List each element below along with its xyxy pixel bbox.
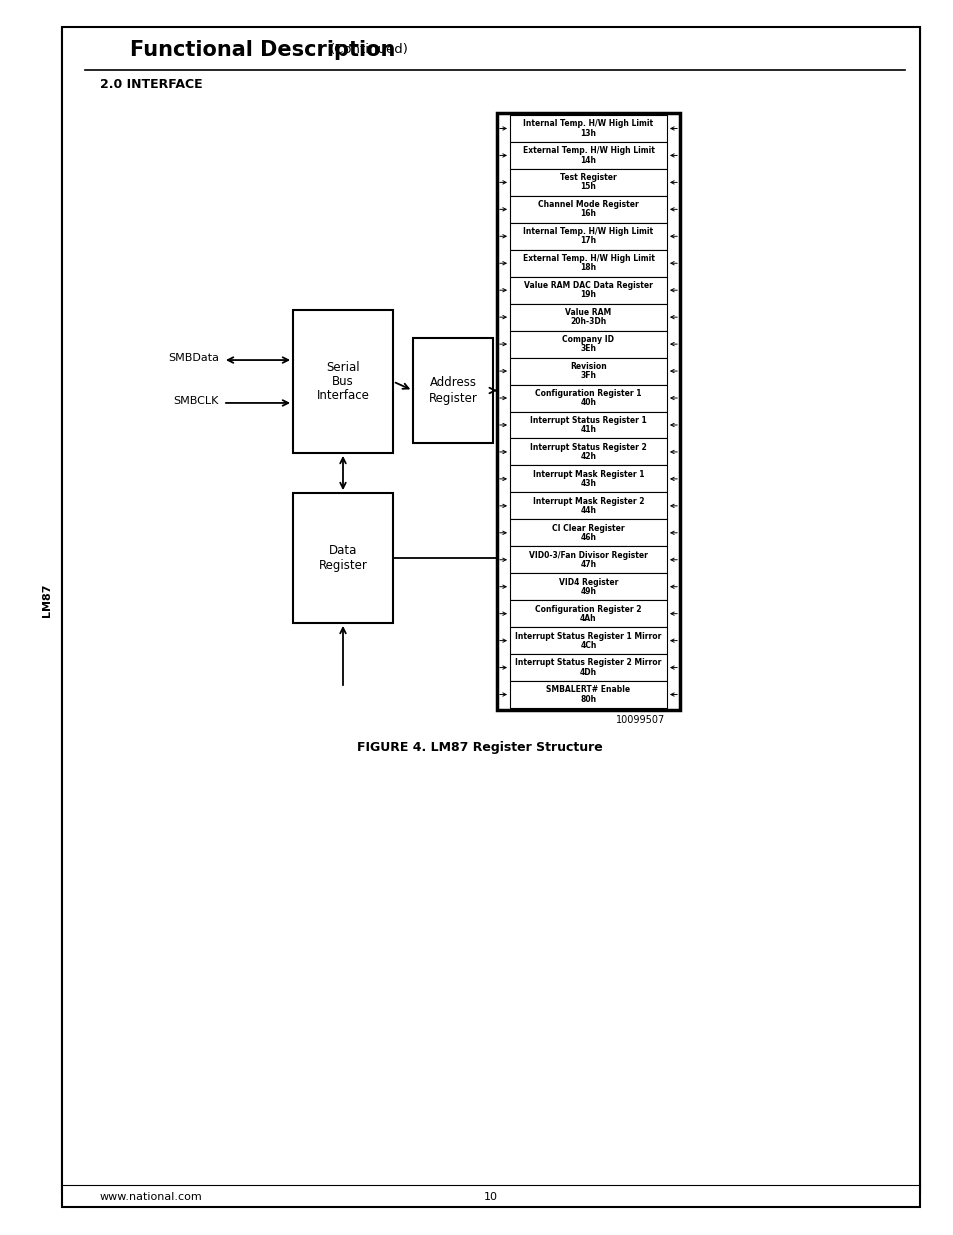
- Bar: [510, 573, 666, 600]
- Text: 47h: 47h: [579, 559, 596, 569]
- Text: 14h: 14h: [579, 156, 596, 164]
- Text: Configuration Register 2: Configuration Register 2: [535, 605, 641, 614]
- Bar: [510, 304, 666, 331]
- Bar: [510, 222, 666, 249]
- Text: 4Dh: 4Dh: [579, 668, 597, 677]
- Bar: [510, 546, 666, 573]
- Text: Configuration Register 1: Configuration Register 1: [535, 389, 641, 398]
- Bar: [510, 277, 666, 304]
- Bar: [510, 142, 666, 169]
- Text: 10099507: 10099507: [615, 715, 664, 725]
- Text: 15h: 15h: [580, 183, 596, 191]
- Text: 4Ch: 4Ch: [579, 641, 596, 650]
- Text: Bus: Bus: [332, 375, 354, 388]
- Text: 42h: 42h: [579, 452, 596, 461]
- Text: 44h: 44h: [579, 506, 596, 515]
- Text: Test Register: Test Register: [559, 173, 617, 183]
- Bar: [510, 115, 666, 142]
- Text: VID4 Register: VID4 Register: [558, 578, 618, 587]
- Text: Register: Register: [318, 559, 367, 573]
- Bar: [497, 112, 679, 710]
- Bar: [510, 358, 666, 384]
- Text: 49h: 49h: [579, 587, 596, 595]
- Text: 4Ah: 4Ah: [579, 614, 597, 622]
- Bar: [293, 493, 393, 622]
- Text: SMBALERT# Enable: SMBALERT# Enable: [546, 685, 630, 694]
- Text: 80h: 80h: [579, 694, 596, 704]
- Text: External Temp. H/W High Limit: External Temp. H/W High Limit: [522, 254, 654, 263]
- Text: 10: 10: [483, 1192, 497, 1202]
- Text: 40h: 40h: [579, 398, 596, 408]
- Text: Interrupt Status Register 1: Interrupt Status Register 1: [530, 416, 646, 425]
- Bar: [62, 28, 919, 1193]
- Text: 20h-3Dh: 20h-3Dh: [570, 317, 606, 326]
- Bar: [62, 27, 919, 1207]
- Text: 17h: 17h: [579, 236, 596, 246]
- Text: 3Fh: 3Fh: [579, 372, 596, 380]
- Text: LM87: LM87: [42, 583, 52, 616]
- Text: External Temp. H/W High Limit: External Temp. H/W High Limit: [522, 147, 654, 156]
- Text: Revision: Revision: [570, 362, 606, 370]
- Text: Serial: Serial: [326, 361, 359, 374]
- Text: Channel Mode Register: Channel Mode Register: [537, 200, 639, 209]
- Text: CI Clear Register: CI Clear Register: [552, 524, 624, 532]
- Bar: [510, 627, 666, 655]
- Text: Register: Register: [428, 391, 476, 405]
- Text: SMBData: SMBData: [168, 353, 219, 363]
- Text: Interrupt Mask Register 1: Interrupt Mask Register 1: [532, 469, 643, 479]
- Text: 2.0 INTERFACE: 2.0 INTERFACE: [100, 79, 202, 91]
- Text: VID0-3/Fan Divisor Register: VID0-3/Fan Divisor Register: [529, 551, 647, 559]
- Text: 16h: 16h: [579, 210, 596, 219]
- Bar: [510, 466, 666, 493]
- Bar: [510, 249, 666, 277]
- Text: Interface: Interface: [316, 389, 369, 403]
- Bar: [510, 493, 666, 520]
- Text: Value RAM DAC Data Register: Value RAM DAC Data Register: [523, 282, 652, 290]
- Text: 3Eh: 3Eh: [579, 345, 596, 353]
- Text: Value RAM: Value RAM: [565, 308, 611, 317]
- Text: www.national.com: www.national.com: [100, 1192, 203, 1202]
- Bar: [510, 411, 666, 438]
- Bar: [510, 600, 666, 627]
- Bar: [413, 338, 493, 443]
- Text: 43h: 43h: [579, 479, 596, 488]
- Text: Interrupt Status Register 2: Interrupt Status Register 2: [530, 443, 646, 452]
- Text: 18h: 18h: [579, 263, 596, 273]
- Text: Interrupt Mask Register 2: Interrupt Mask Register 2: [532, 496, 643, 506]
- Text: 46h: 46h: [579, 532, 596, 542]
- Text: FIGURE 4. LM87 Register Structure: FIGURE 4. LM87 Register Structure: [356, 741, 602, 755]
- Text: Interrupt Status Register 1 Mirror: Interrupt Status Register 1 Mirror: [515, 631, 661, 641]
- Bar: [510, 520, 666, 546]
- Bar: [510, 655, 666, 680]
- Text: Company ID: Company ID: [562, 335, 614, 345]
- Text: SMBCLK: SMBCLK: [173, 396, 219, 406]
- Bar: [510, 196, 666, 222]
- Text: Internal Temp. H/W High Limit: Internal Temp. H/W High Limit: [523, 120, 653, 128]
- Text: (Continued): (Continued): [330, 43, 409, 57]
- Bar: [293, 310, 393, 453]
- Bar: [510, 438, 666, 466]
- Bar: [510, 331, 666, 358]
- Text: Data: Data: [329, 543, 356, 557]
- Text: 41h: 41h: [579, 425, 596, 433]
- Text: Functional Description: Functional Description: [130, 40, 395, 61]
- Bar: [510, 680, 666, 708]
- Text: 19h: 19h: [579, 290, 596, 299]
- Bar: [510, 384, 666, 411]
- Text: Interrupt Status Register 2 Mirror: Interrupt Status Register 2 Mirror: [515, 658, 661, 667]
- Text: 13h: 13h: [579, 128, 596, 137]
- Bar: [510, 169, 666, 196]
- Text: Internal Temp. H/W High Limit: Internal Temp. H/W High Limit: [523, 227, 653, 236]
- Text: Address: Address: [429, 375, 476, 389]
